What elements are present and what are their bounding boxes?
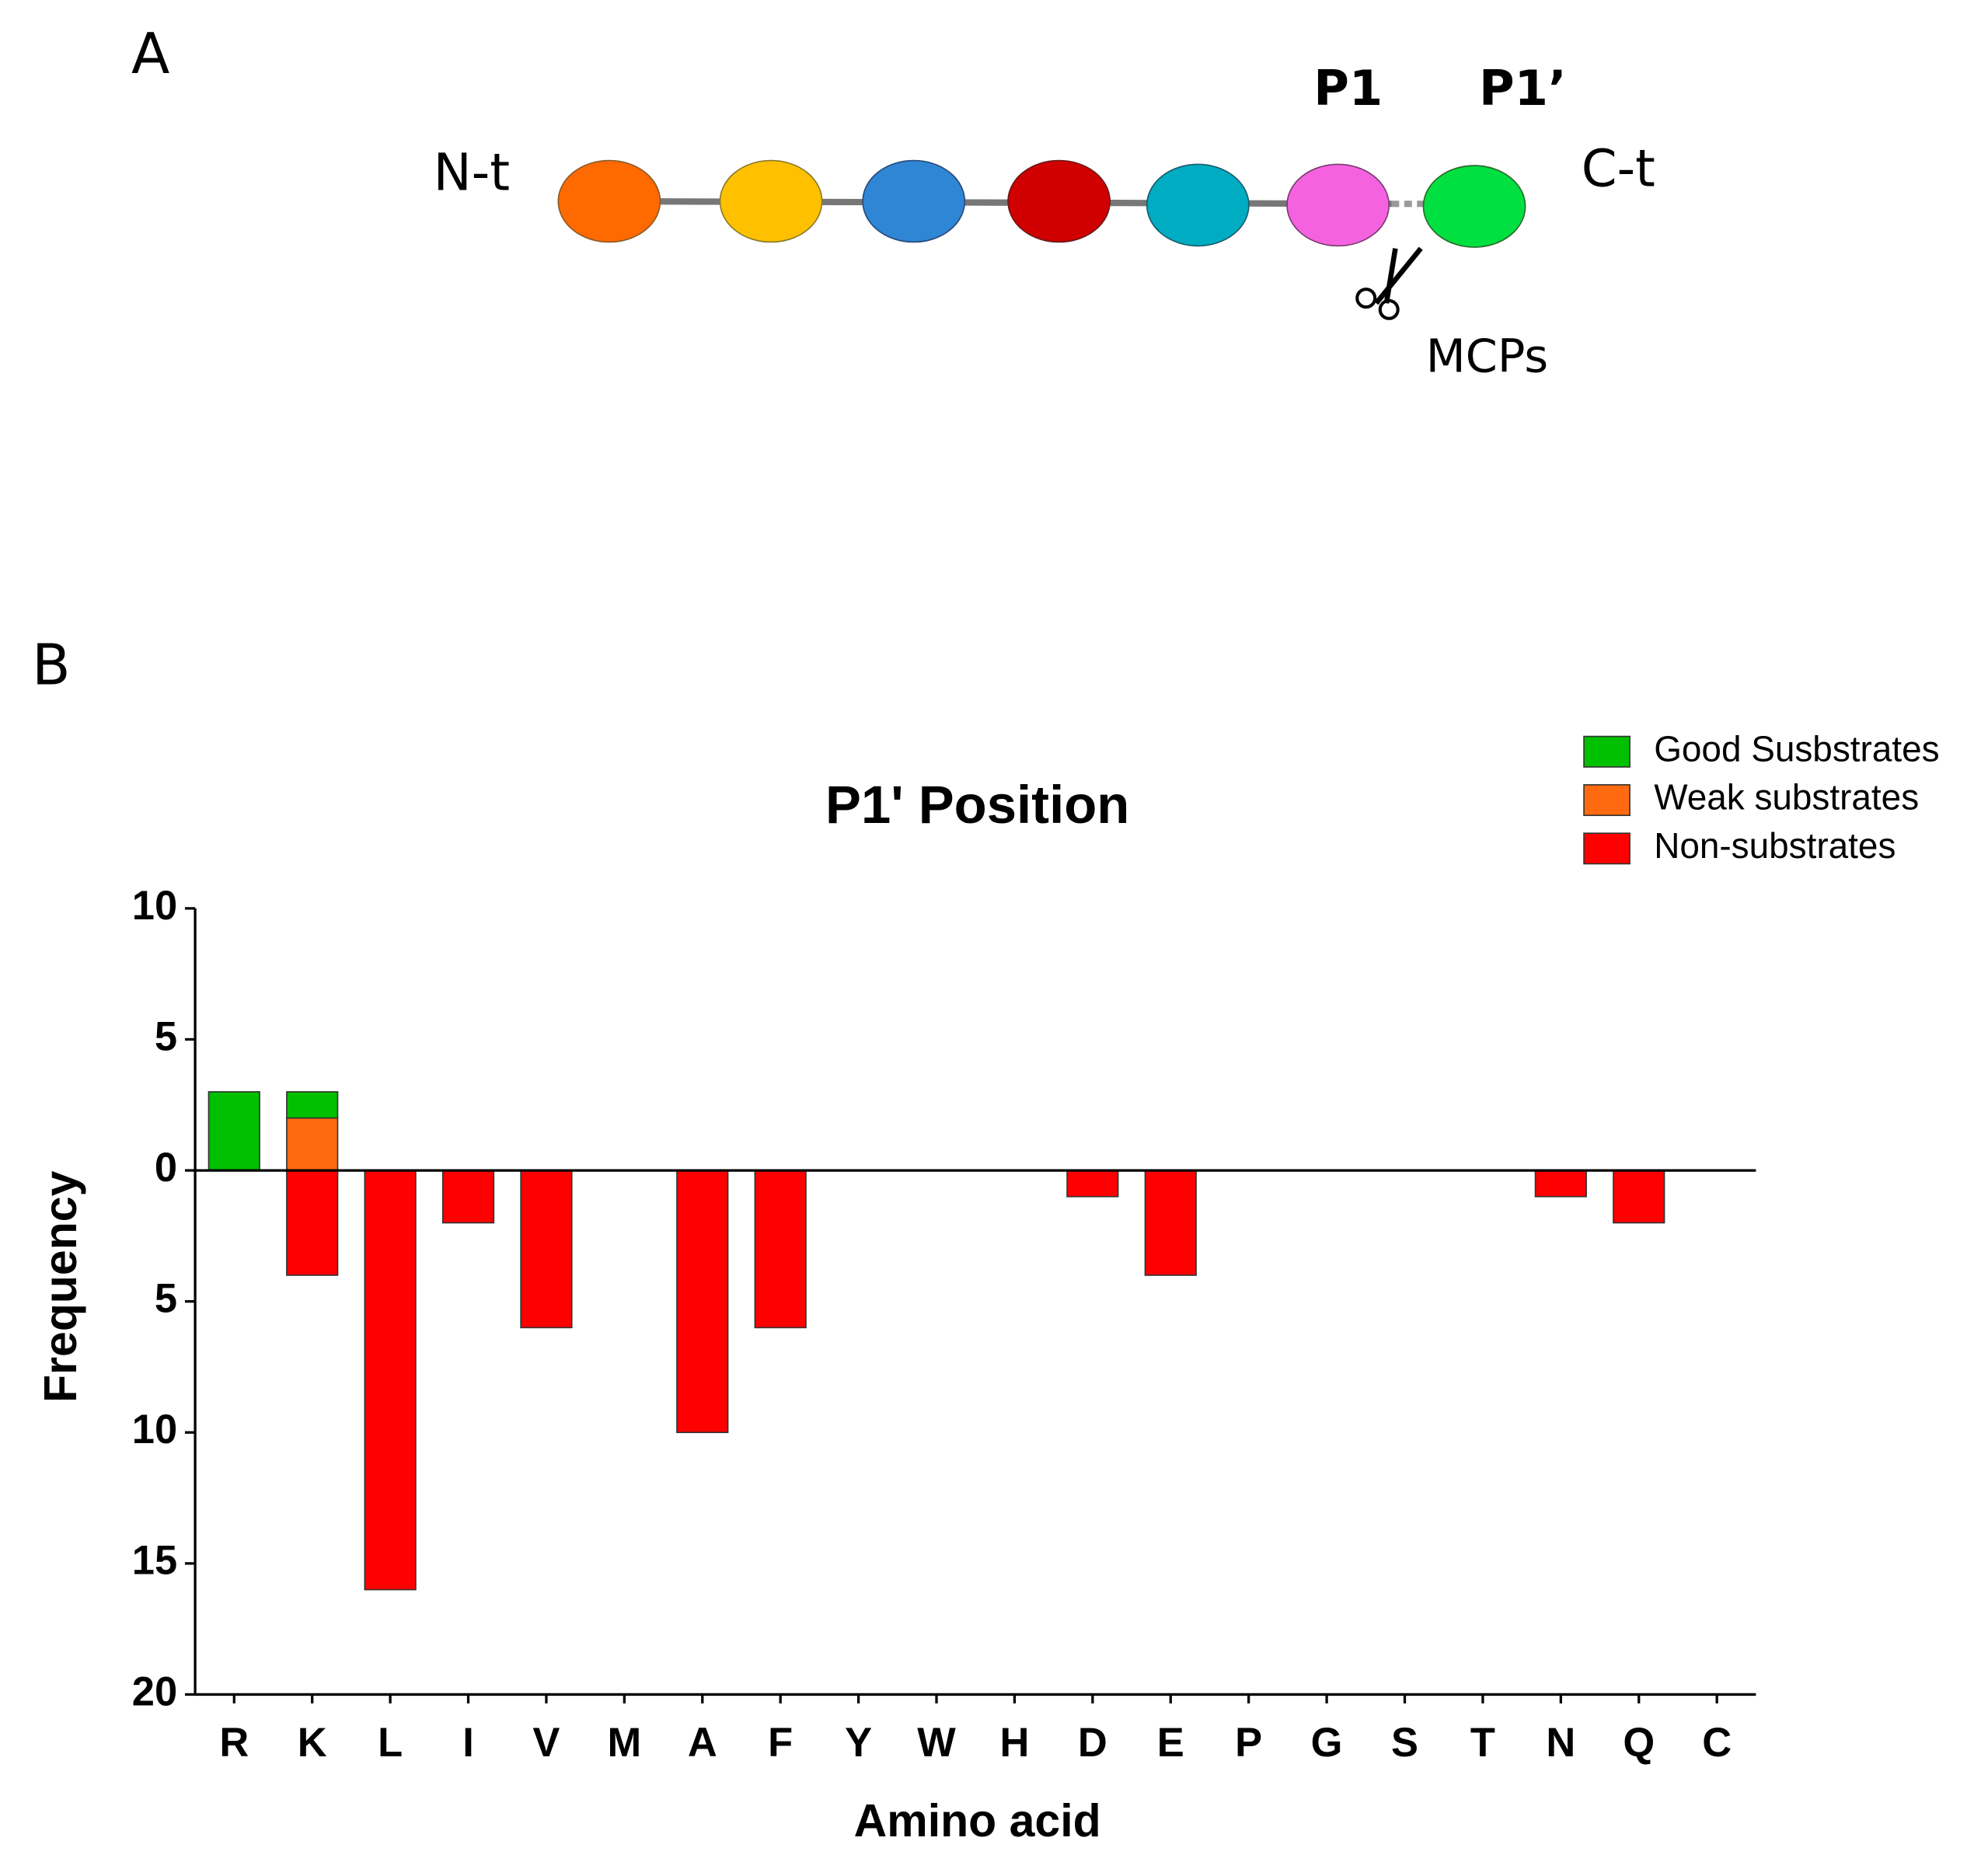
c-terminus-label: C-t <box>1582 139 1655 198</box>
x-tick-label: P <box>1235 1721 1262 1766</box>
y-axis-label: Frequency <box>35 1170 86 1403</box>
bar <box>1144 1170 1197 1276</box>
x-tick-label: I <box>462 1721 474 1766</box>
x-tick-label: F <box>768 1721 793 1766</box>
legend-label: Non-substrates <box>1654 825 1896 866</box>
legend-swatch <box>1583 784 1631 817</box>
x-tick-label: R <box>219 1721 249 1766</box>
y-tick-label: 20 <box>132 1669 177 1714</box>
legend-swatch <box>1583 735 1631 768</box>
x-tick-label: N <box>1546 1721 1575 1766</box>
bar <box>286 1117 339 1171</box>
x-tick-label: E <box>1157 1721 1184 1766</box>
bar <box>1613 1170 1665 1224</box>
y-tick-label: 5 <box>155 1277 177 1322</box>
panel-label: A <box>131 22 169 87</box>
n-terminus-label: N-t <box>434 143 510 202</box>
x-tick-label: Y <box>845 1721 872 1766</box>
y-tick-label: 10 <box>132 884 177 929</box>
residue <box>1286 163 1390 247</box>
bar <box>676 1170 729 1434</box>
bar <box>286 1091 339 1119</box>
x-tick-label: D <box>1078 1721 1107 1766</box>
x-tick-label: C <box>1702 1721 1732 1766</box>
scissors-icon <box>1355 246 1423 320</box>
y-tick-label: 10 <box>132 1407 177 1452</box>
bar <box>1066 1170 1119 1198</box>
residue <box>862 159 966 243</box>
x-axis-label: Amino acid <box>854 1795 1101 1846</box>
x-tick-label: W <box>917 1721 956 1766</box>
legend-label: Good Susbstrates <box>1654 728 1939 769</box>
residue <box>1007 159 1111 243</box>
x-tick-label: A <box>688 1721 717 1766</box>
bar <box>1534 1170 1587 1198</box>
residue <box>1146 163 1250 247</box>
residue <box>719 159 823 243</box>
y-tick-label: 0 <box>155 1145 177 1191</box>
bar <box>208 1091 260 1171</box>
bar <box>286 1170 339 1276</box>
x-tick-label: M <box>608 1721 642 1766</box>
x-tick-label: L <box>378 1721 403 1766</box>
x-tick-label: T <box>1470 1721 1495 1766</box>
legend-swatch <box>1583 832 1631 865</box>
p1-prime-label: P1’ <box>1479 60 1567 117</box>
peptide-chain <box>557 159 1526 248</box>
bar <box>754 1170 807 1329</box>
plot-area: 20 15 10 5 0 5 10 R K L I V M A F Y W H D E P G S T N Q C Good Susb… <box>132 728 1940 1765</box>
bar <box>441 1170 495 1224</box>
x-tick-label: V <box>532 1721 560 1766</box>
enzyme-label: MCPs <box>1426 329 1548 382</box>
bar <box>520 1170 573 1329</box>
bar <box>364 1170 417 1591</box>
residue <box>1422 165 1526 248</box>
p1-label: P1 <box>1313 60 1383 117</box>
panel-label: B <box>32 633 70 699</box>
x-tick-label: K <box>298 1721 327 1766</box>
legend-label: Weak substrates <box>1654 777 1919 818</box>
x-tick-label: S <box>1391 1721 1418 1766</box>
chart-title: P1' Position <box>825 775 1129 835</box>
x-tick-label: Q <box>1623 1721 1655 1766</box>
residue <box>557 159 661 243</box>
x-tick-label: H <box>999 1721 1029 1766</box>
x-tick-label: G <box>1311 1721 1343 1766</box>
y-tick-label: 5 <box>155 1014 177 1059</box>
y-tick-label: 15 <box>132 1539 177 1584</box>
